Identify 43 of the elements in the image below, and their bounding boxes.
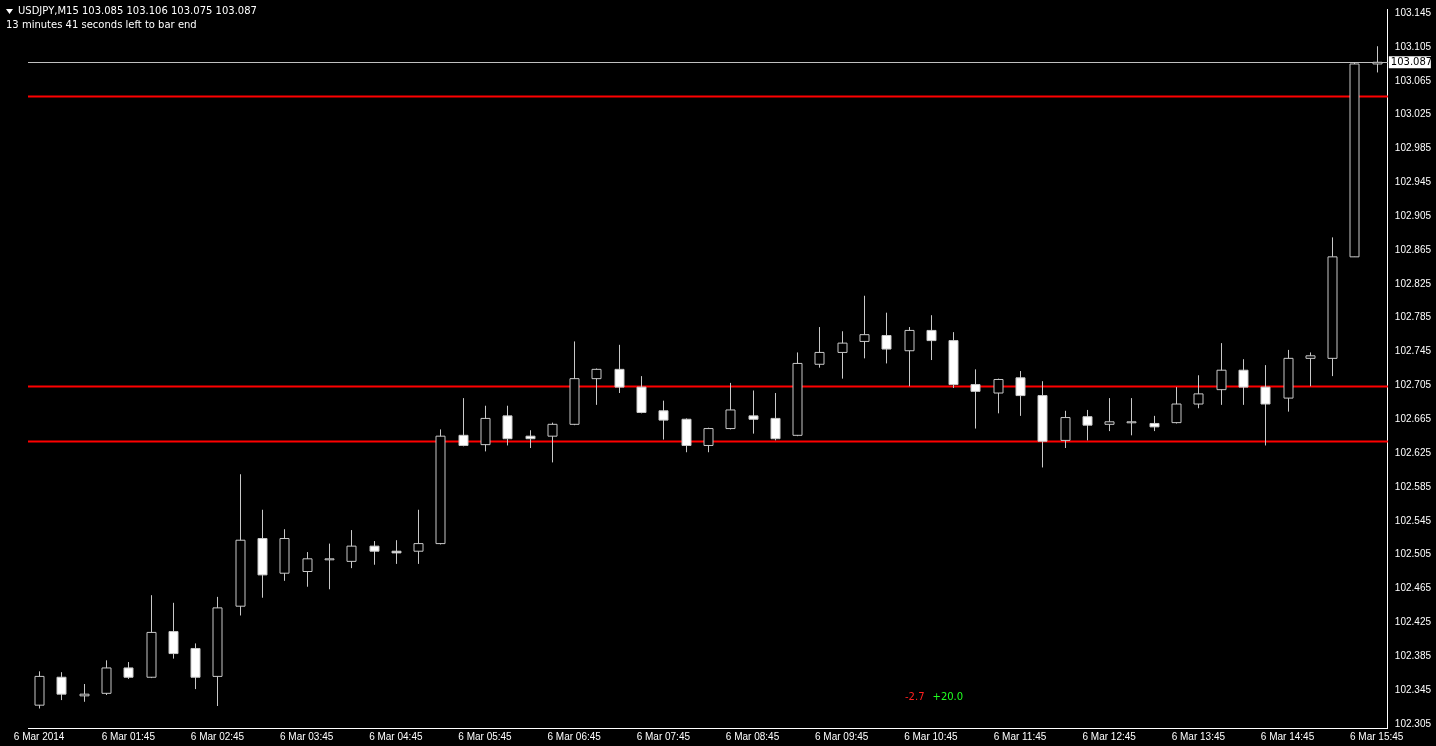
- x-tick-label: 6 Mar 06:45: [547, 730, 602, 742]
- annotation: -2.7: [905, 691, 925, 702]
- y-tick-label: 102.945: [1394, 176, 1432, 188]
- y-tick-label: 103.145: [1394, 6, 1432, 18]
- x-tick-label: 6 Mar 2014: [13, 730, 65, 742]
- y-tick-label: 102.665: [1394, 413, 1432, 424]
- x-tick-label: 6 Mar 10:45: [904, 730, 958, 742]
- y-tick-label: 102.865: [1394, 243, 1432, 255]
- annotation: +20.0: [932, 691, 964, 702]
- y-tick-label: 102.985: [1394, 142, 1432, 154]
- x-tick-label: 6 Mar 07:45: [636, 730, 691, 742]
- x-tick-label: 6 Mar 15:45: [1350, 730, 1404, 742]
- y-tick-label: 102.505: [1394, 548, 1432, 560]
- text: 13 minutes 41 seconds left to bar end: [6, 18, 198, 32]
- y-tick-label: 102.425: [1394, 616, 1432, 628]
- y-tick-label: 103.105: [1394, 40, 1432, 52]
- x-tick-label: 6 Mar 09:45: [814, 730, 869, 742]
- y-tick-label: 102.825: [1394, 277, 1432, 289]
- y-tick-label: 102.305: [1394, 717, 1432, 729]
- y-tick-label: 103.065: [1394, 74, 1432, 86]
- x-tick-label: 6 Mar 13:45: [1171, 730, 1226, 742]
- y-tick-label: 102.465: [1394, 582, 1432, 594]
- x-tick-label: 6 Mar 11:45: [993, 730, 1047, 742]
- x-tick-label: 6 Mar 05:45: [458, 730, 513, 742]
- chart-title: USDJPY,M15 103.085 103.106 103.075 103.087: [18, 4, 257, 18]
- y-tick-label: 102.385: [1394, 649, 1432, 661]
- y-tick-label: 102.625: [1394, 446, 1432, 458]
- x-tick-label: 6 Mar 02:45: [190, 730, 245, 742]
- x-tick-label: 6 Mar 04:45: [369, 730, 423, 742]
- x-tick-label: 6 Mar 14:45: [1260, 730, 1315, 742]
- ref-line-label: 103.087: [1390, 55, 1433, 67]
- x-tick-label: 6 Mar 01:45: [101, 730, 156, 742]
- x-tick-label: 6 Mar 12:45: [1082, 730, 1137, 742]
- y-tick-label: 102.345: [1394, 683, 1432, 695]
- x-tick-label: 6 Mar 03:45: [279, 730, 334, 742]
- y-tick-label: 102.905: [1394, 209, 1432, 221]
- y-tick-label: 102.785: [1394, 311, 1432, 323]
- y-tick-label: 102.545: [1394, 514, 1432, 526]
- y-tick-label: 102.585: [1394, 480, 1432, 492]
- y-tick-label: 102.745: [1394, 345, 1432, 357]
- x-tick-label: 6 Mar 08:45: [725, 730, 780, 742]
- y-tick-label: 102.705: [1394, 379, 1432, 391]
- y-tick-label: 103.025: [1394, 108, 1432, 120]
